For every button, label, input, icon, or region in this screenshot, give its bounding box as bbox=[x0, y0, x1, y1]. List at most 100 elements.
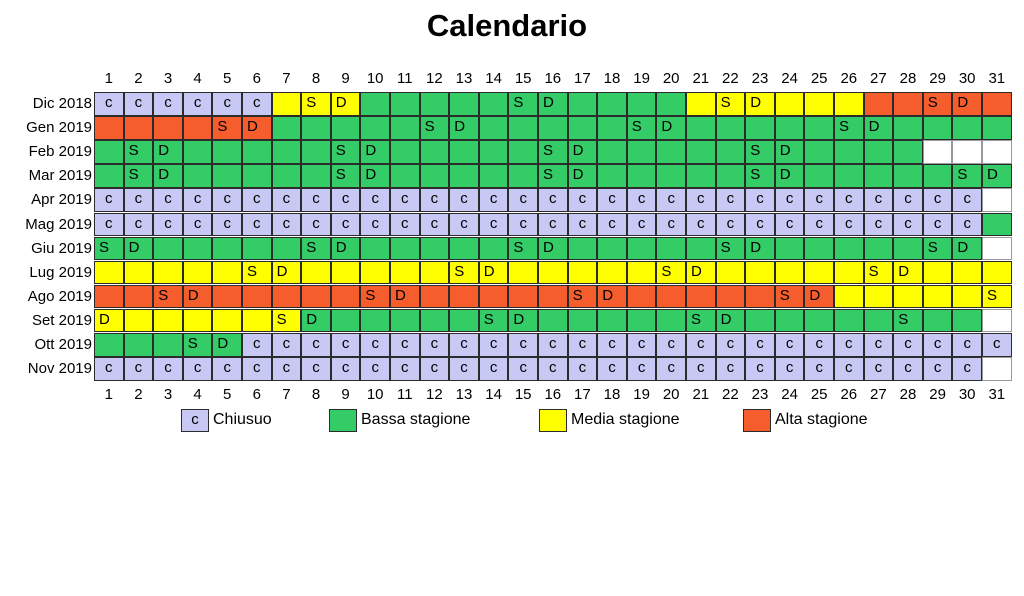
day-cell-media[interactable] bbox=[153, 308, 183, 333]
day-cell-bassa[interactable] bbox=[834, 236, 864, 261]
day-cell-bassa[interactable] bbox=[123, 333, 154, 357]
day-cell-chiuso[interactable]: c bbox=[863, 333, 894, 357]
day-cell-bassa[interactable]: D bbox=[508, 308, 538, 333]
day-cell-media[interactable] bbox=[804, 92, 834, 116]
day-cell-bassa[interactable]: S bbox=[626, 116, 657, 140]
day-cell-chiuso[interactable]: c bbox=[153, 212, 183, 237]
day-cell-media[interactable]: S bbox=[656, 260, 686, 285]
day-cell-chiuso[interactable]: c bbox=[123, 357, 154, 381]
day-cell-chiuso[interactable]: c bbox=[538, 212, 568, 237]
day-cell-media[interactable] bbox=[834, 284, 864, 309]
day-cell-bassa[interactable] bbox=[567, 116, 598, 140]
day-cell-chiuso[interactable]: c bbox=[567, 333, 598, 357]
day-cell-bassa[interactable] bbox=[686, 140, 716, 164]
day-cell-media[interactable] bbox=[597, 260, 627, 285]
day-cell-chiuso[interactable]: c bbox=[212, 92, 242, 116]
day-cell-bassa[interactable]: D bbox=[656, 116, 686, 140]
day-cell-bassa[interactable] bbox=[360, 236, 390, 261]
day-cell-bassa[interactable] bbox=[952, 116, 982, 140]
day-cell-chiuso[interactable]: c bbox=[715, 188, 746, 212]
day-cell-media[interactable]: S bbox=[715, 92, 746, 116]
day-cell-bassa[interactable] bbox=[182, 164, 213, 188]
day-cell-bassa[interactable] bbox=[863, 308, 894, 333]
day-cell-bassa[interactable] bbox=[508, 140, 538, 164]
day-cell-bassa[interactable]: D bbox=[123, 236, 154, 261]
day-cell-chiuso[interactable]: c bbox=[597, 188, 627, 212]
day-cell-media[interactable] bbox=[94, 260, 124, 285]
day-cell-chiuso[interactable]: c bbox=[330, 212, 361, 237]
day-cell-alta[interactable]: S bbox=[922, 92, 953, 116]
day-cell-chiuso[interactable]: c bbox=[863, 188, 894, 212]
day-cell-alta[interactable]: S bbox=[774, 284, 805, 309]
day-cell-bassa[interactable] bbox=[626, 92, 657, 116]
day-cell-chiuso[interactable]: c bbox=[567, 212, 598, 237]
day-cell-chiuso[interactable]: c bbox=[745, 357, 775, 381]
day-cell-chiuso[interactable]: c bbox=[153, 188, 183, 212]
day-cell-chiuso[interactable]: c bbox=[390, 212, 420, 237]
day-cell-bassa[interactable]: D bbox=[449, 116, 479, 140]
day-cell-bassa[interactable] bbox=[449, 308, 479, 333]
day-cell-bassa[interactable]: D bbox=[212, 333, 242, 357]
day-cell-bassa[interactable] bbox=[656, 308, 686, 333]
day-cell-media[interactable] bbox=[834, 92, 864, 116]
day-cell-bassa[interactable] bbox=[567, 92, 598, 116]
day-cell-bassa[interactable] bbox=[834, 308, 864, 333]
day-cell-media[interactable] bbox=[390, 260, 420, 285]
day-cell-bassa[interactable] bbox=[449, 140, 479, 164]
day-cell-alta[interactable] bbox=[123, 116, 154, 140]
day-cell-chiuso[interactable]: c bbox=[94, 357, 124, 381]
day-cell-chiuso[interactable]: c bbox=[656, 333, 686, 357]
day-cell-chiuso[interactable]: c bbox=[449, 212, 479, 237]
day-cell-chiuso[interactable]: c bbox=[271, 188, 302, 212]
day-cell-bassa[interactable] bbox=[745, 116, 775, 140]
day-cell-media[interactable]: S bbox=[863, 260, 894, 285]
day-cell-bassa[interactable] bbox=[774, 308, 805, 333]
day-cell-chiuso[interactable]: c bbox=[153, 357, 183, 381]
day-cell-chiuso[interactable]: c bbox=[834, 188, 864, 212]
day-cell-bassa[interactable] bbox=[271, 164, 302, 188]
day-cell-bassa[interactable] bbox=[390, 308, 420, 333]
day-cell-bassa[interactable] bbox=[922, 116, 953, 140]
day-cell-media[interactable] bbox=[538, 260, 568, 285]
day-cell-bassa[interactable] bbox=[271, 140, 302, 164]
day-cell-media[interactable] bbox=[686, 92, 716, 116]
day-cell-bassa[interactable]: D bbox=[774, 164, 805, 188]
day-cell-media[interactable]: S bbox=[982, 284, 1012, 309]
day-cell-bassa[interactable] bbox=[774, 116, 805, 140]
day-cell-chiuso[interactable]: c bbox=[952, 333, 982, 357]
day-cell-chiuso[interactable]: c bbox=[419, 212, 450, 237]
day-cell-media[interactable] bbox=[745, 260, 775, 285]
day-cell-alta[interactable] bbox=[893, 92, 923, 116]
day-cell-chiuso[interactable]: c bbox=[330, 188, 361, 212]
day-cell-bassa[interactable]: S bbox=[123, 140, 154, 164]
day-cell-chiuso[interactable]: c bbox=[538, 333, 568, 357]
day-cell-bassa[interactable] bbox=[301, 140, 331, 164]
day-cell-alta[interactable]: D bbox=[242, 116, 272, 140]
day-cell-vuoto[interactable] bbox=[982, 188, 1012, 212]
day-cell-chiuso[interactable]: c bbox=[774, 212, 805, 237]
day-cell-alta[interactable] bbox=[686, 284, 716, 309]
day-cell-bassa[interactable]: S bbox=[182, 333, 213, 357]
day-cell-vuoto[interactable] bbox=[952, 140, 982, 164]
day-cell-bassa[interactable] bbox=[360, 116, 390, 140]
day-cell-bassa[interactable] bbox=[478, 236, 509, 261]
day-cell-chiuso[interactable]: c bbox=[538, 188, 568, 212]
day-cell-alta[interactable]: D bbox=[390, 284, 420, 309]
day-cell-bassa[interactable] bbox=[863, 236, 894, 261]
day-cell-chiuso[interactable]: c bbox=[567, 357, 598, 381]
day-cell-bassa[interactable]: D bbox=[153, 140, 183, 164]
day-cell-alta[interactable] bbox=[982, 92, 1012, 116]
day-cell-media[interactable] bbox=[567, 260, 598, 285]
day-cell-bassa[interactable] bbox=[597, 164, 627, 188]
day-cell-chiuso[interactable]: c bbox=[834, 333, 864, 357]
day-cell-chiuso[interactable]: c bbox=[153, 92, 183, 116]
day-cell-bassa[interactable] bbox=[242, 164, 272, 188]
day-cell-chiuso[interactable]: c bbox=[360, 357, 390, 381]
day-cell-chiuso[interactable]: c bbox=[123, 92, 154, 116]
day-cell-chiuso[interactable]: c bbox=[449, 333, 479, 357]
day-cell-bassa[interactable] bbox=[94, 333, 124, 357]
day-cell-chiuso[interactable]: c bbox=[626, 188, 657, 212]
day-cell-media[interactable] bbox=[153, 260, 183, 285]
day-cell-alta[interactable]: S bbox=[567, 284, 598, 309]
day-cell-bassa[interactable] bbox=[449, 92, 479, 116]
